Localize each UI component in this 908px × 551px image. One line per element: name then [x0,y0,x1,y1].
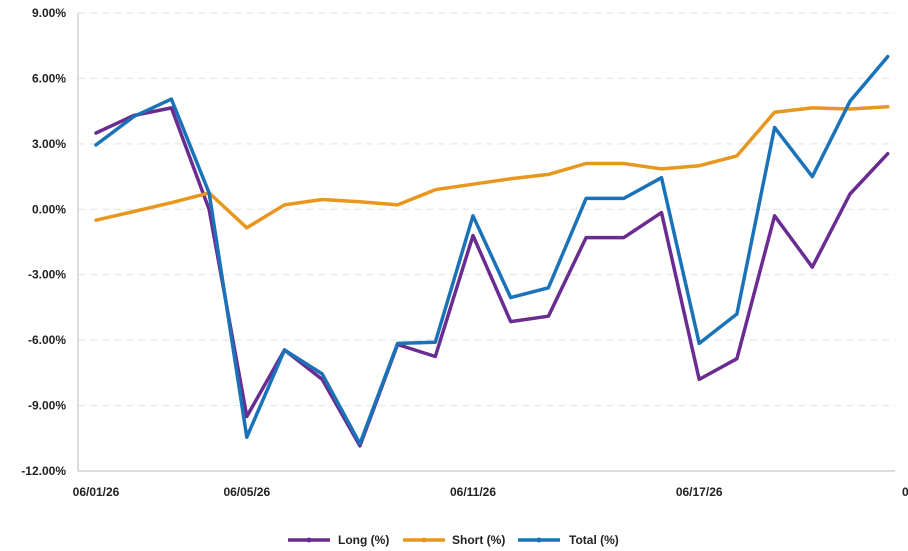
series-line-short [94,105,890,230]
legend-marker [536,537,542,543]
series-lines [94,54,890,448]
x-tick-label: 06/11/26 [450,485,496,499]
grid-lines [78,12,895,407]
x-tick-label: 06/23/26 [902,485,908,499]
axes [77,13,895,472]
y-tick-label: 9.00% [32,6,66,20]
legend-label: Short (%) [452,533,505,547]
y-tick-label: -6.00% [28,333,66,347]
x-tick-label: 06/17/26 [676,485,723,499]
legend-label: Total (%) [569,533,619,547]
legend-marker [421,537,427,543]
y-tick-label: 0.00% [32,202,66,216]
y-tick-label: -3.00% [28,268,66,282]
y-tick-label: 3.00% [32,137,66,151]
y-tick-labels: 9.00% 6.00% 3.00% 0.00% -3.00% -6.00% -9.00% -1… [21,6,66,478]
x-tick-label: 06/05/26 [223,485,270,499]
legend-label: Long (%) [338,533,389,547]
y-tick-label: 6.00% [32,71,66,85]
series-line-total [94,54,890,446]
legend-marker [306,537,312,543]
legend: Long (%) Short (%) Total (%) [288,533,619,547]
y-tick-label: -9.00% [28,399,66,413]
y-tick-label: -12.00% [21,464,66,478]
x-tick-label: 06/01/26 [73,485,120,499]
x-tick-labels: 06/01/26 06/05/26 06/11/26 06/17/26 06/23/26… [73,485,908,499]
